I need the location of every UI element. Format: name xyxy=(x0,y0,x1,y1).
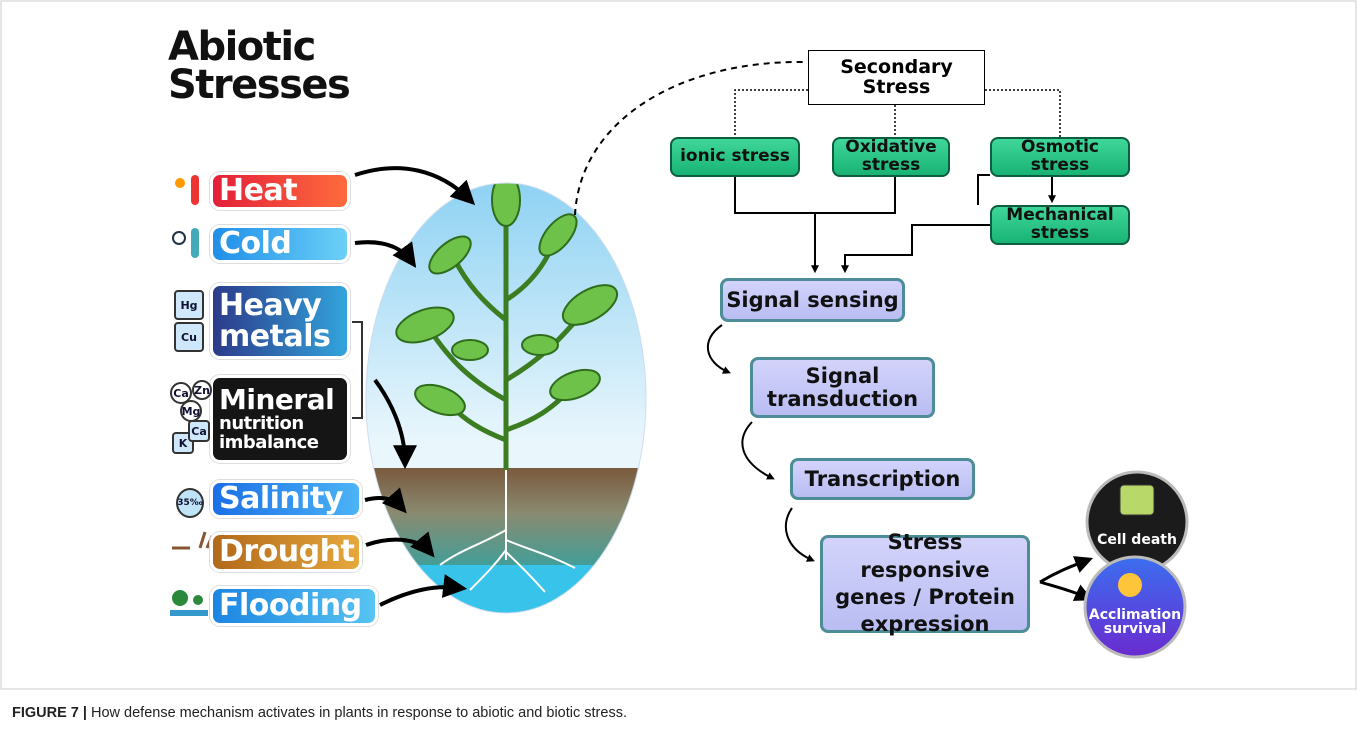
stress-label: Salinity xyxy=(210,480,362,518)
pathway-step: Stress responsive genes / Protein expres… xyxy=(820,535,1030,633)
stress-type: Oxidative stress xyxy=(832,137,950,177)
caption: FIGURE 7 | How defense mechanism activat… xyxy=(12,705,627,721)
stress-label: Cold xyxy=(210,225,350,263)
stress-label: Flooding xyxy=(210,586,378,626)
element-icon: Ca xyxy=(188,420,210,442)
bracket xyxy=(352,322,362,418)
caption-label: FIGURE 7 | xyxy=(12,705,87,721)
title: Abiotic Stresses xyxy=(168,26,368,106)
pathway-step: Signal transduction xyxy=(750,357,935,418)
element-icon: Cu xyxy=(174,322,204,352)
pathway-step: Transcription xyxy=(790,458,975,500)
outcome: Acclimation survival xyxy=(1085,557,1185,657)
salinity-icon: 35‰ xyxy=(176,488,204,518)
secondary-stress: Secondary Stress xyxy=(808,50,985,105)
stress-label: Mineral xyxy=(219,385,334,414)
element-icon: Zn xyxy=(192,380,212,400)
caption-text: How defense mechanism activates in plant… xyxy=(91,705,627,721)
stress-label: Drought xyxy=(210,532,362,572)
stress-label: Heat xyxy=(210,172,350,210)
outcome-arrows xyxy=(1040,560,1088,598)
stress-type: Osmotic stress xyxy=(990,137,1130,177)
element-icon: Mg xyxy=(180,400,202,422)
stress-label-group: Mineral nutrition imbalance xyxy=(210,375,350,463)
plant-scene xyxy=(366,174,646,615)
stress-sublabel: nutrition imbalance xyxy=(219,415,344,453)
stress-label: Heavy metals xyxy=(210,283,350,359)
stress-type: ionic stress xyxy=(670,137,800,177)
stress-type: Mechanical stress xyxy=(990,205,1130,245)
element-icon: Hg xyxy=(174,290,204,320)
pathway-step: Signal sensing xyxy=(720,278,905,322)
figure: Abiotic Stresses Heat Cold Heavy metals … xyxy=(0,0,1358,744)
